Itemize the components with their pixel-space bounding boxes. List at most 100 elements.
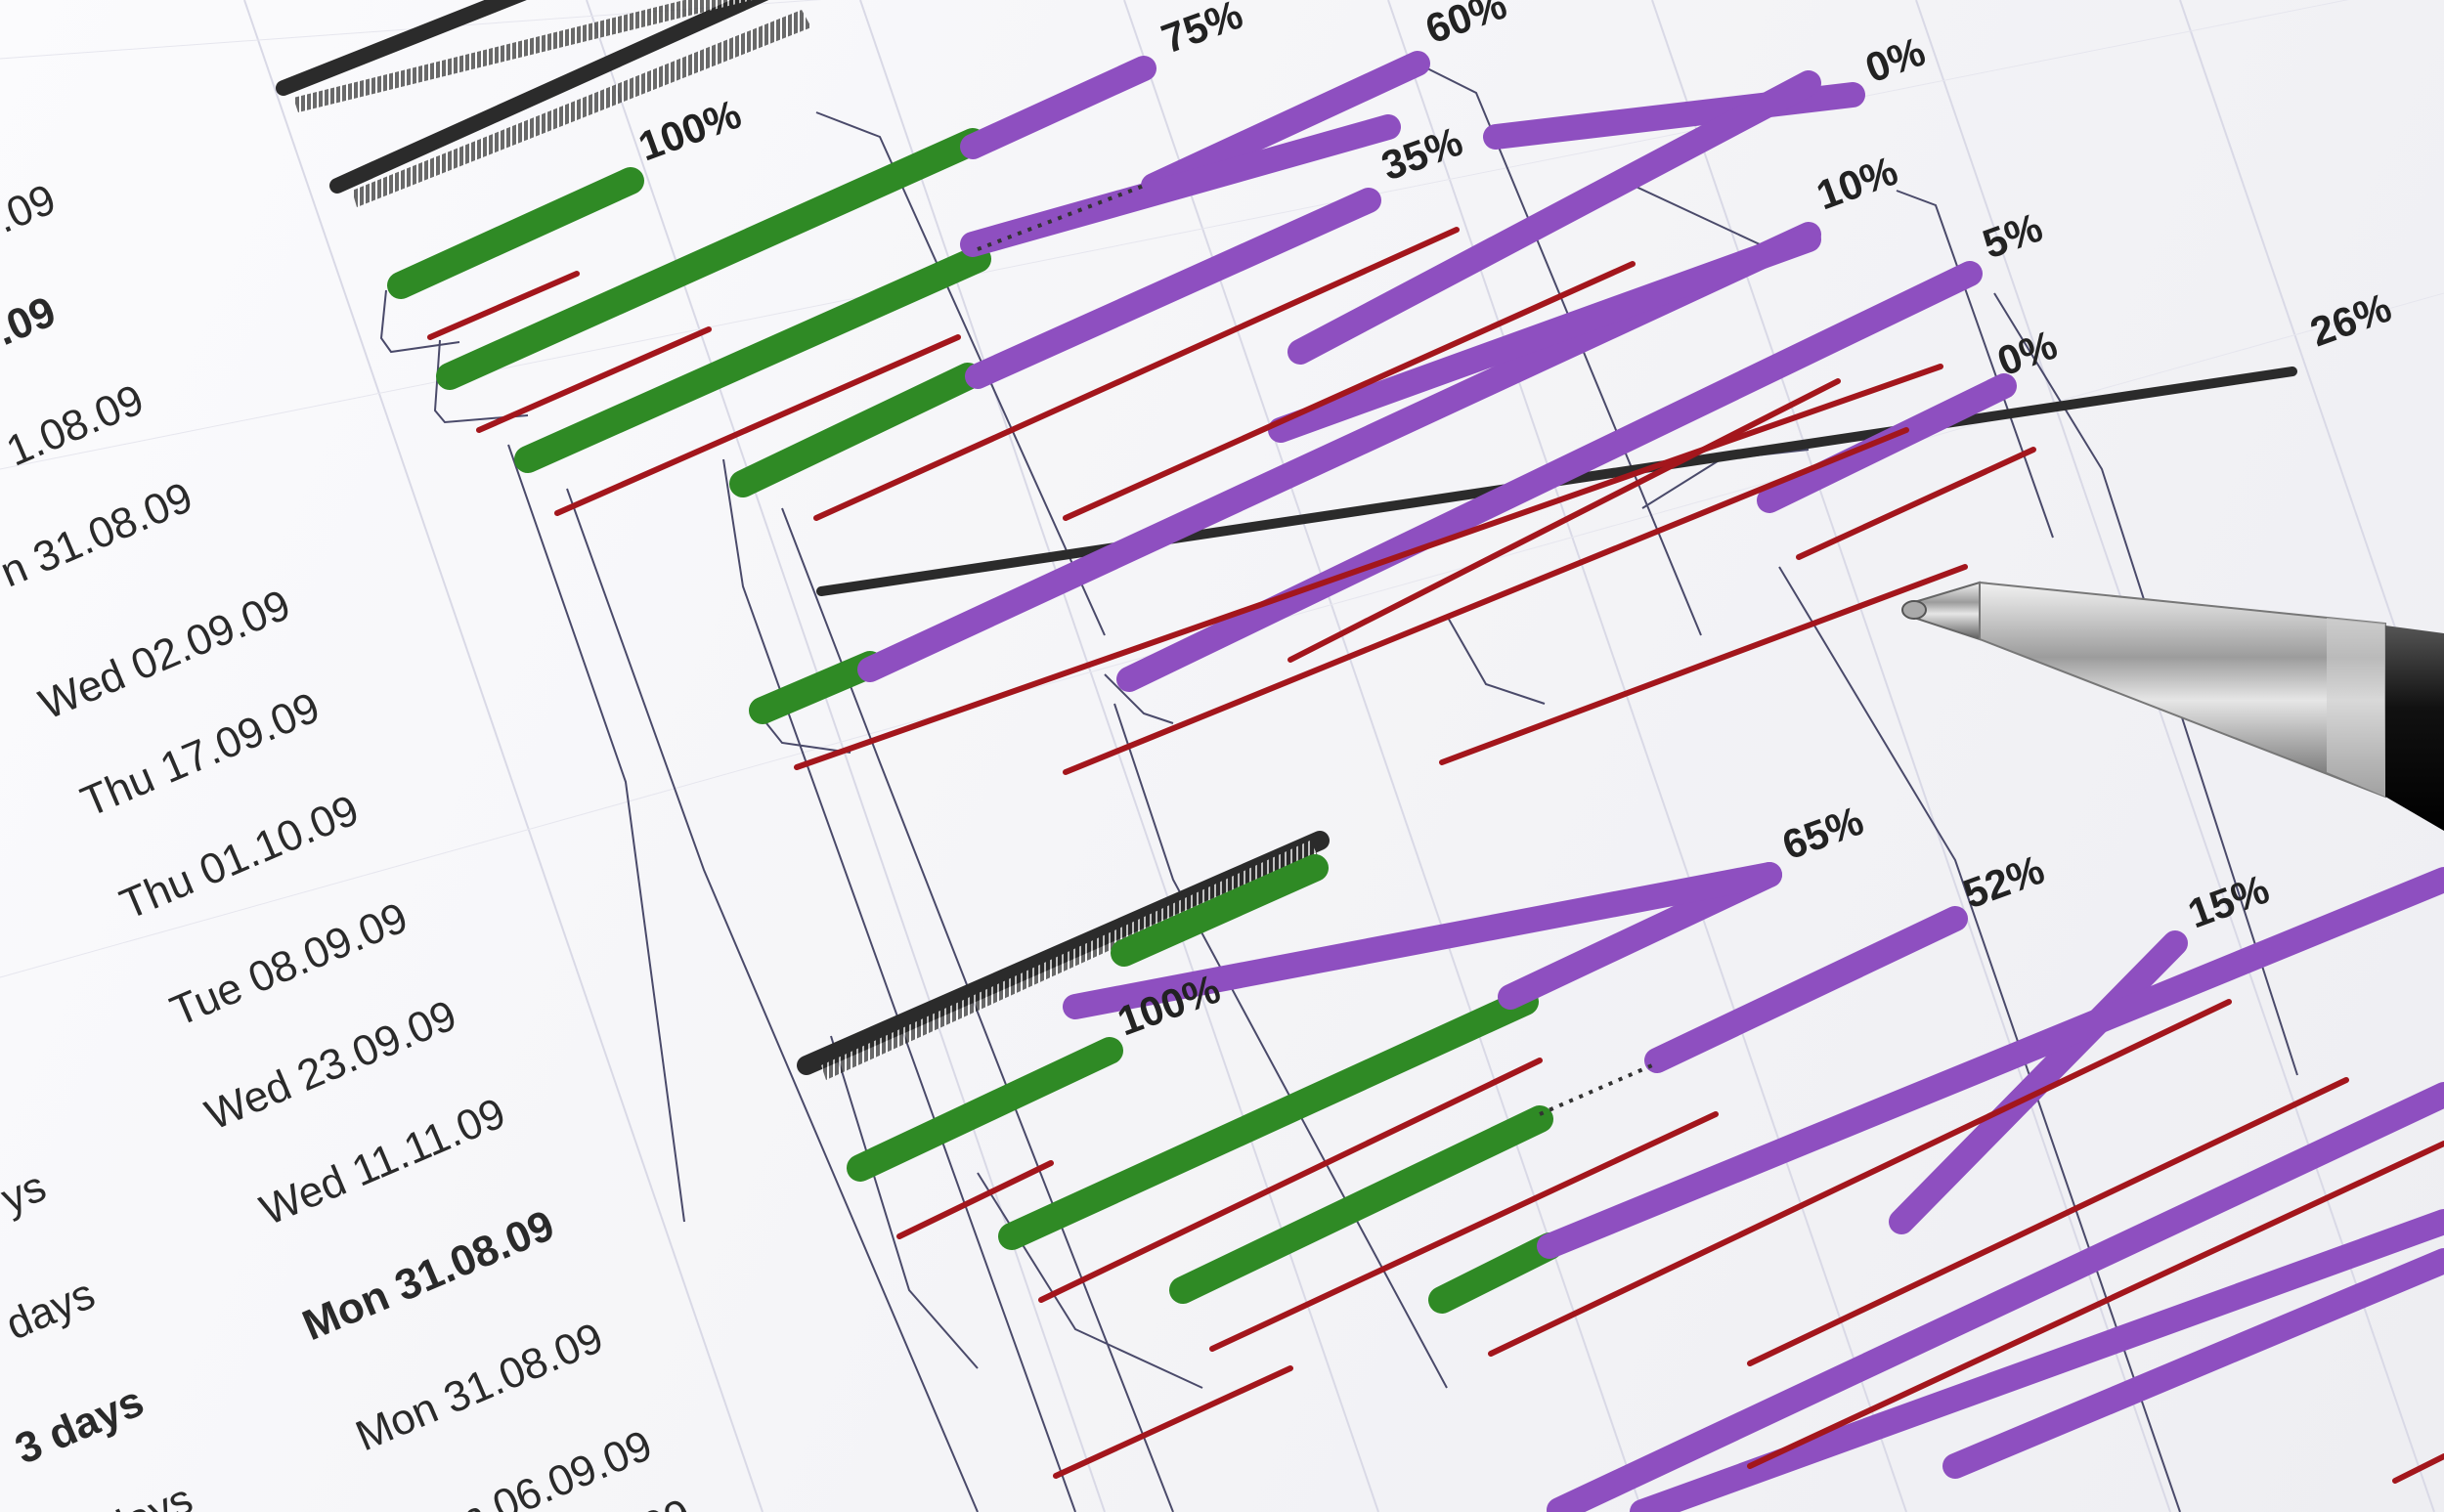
task-bar-remaining xyxy=(1942,1248,2444,1479)
task-bar-complete xyxy=(1169,1105,1553,1304)
dotted-link xyxy=(977,184,1145,251)
connector-line xyxy=(1896,190,2054,539)
summary-bar xyxy=(329,0,769,194)
task-bar-complete xyxy=(387,167,644,299)
baseline-line xyxy=(2392,1453,2444,1484)
summary-hatch xyxy=(352,10,811,207)
task-bar-complete xyxy=(1428,1232,1563,1314)
baseline-line xyxy=(554,334,961,516)
task-bar-remaining xyxy=(1757,373,2017,513)
baseline-line xyxy=(1488,999,2232,1357)
date-cell: Mon 31.08.09 xyxy=(349,1314,610,1460)
task-bar-complete xyxy=(514,245,991,473)
percent-label: 65% xyxy=(1776,798,1869,869)
grid-line xyxy=(586,0,1106,1512)
baseline-line xyxy=(1796,447,2036,560)
baseline-line xyxy=(1287,378,1841,663)
percent-label: 10% xyxy=(1811,148,1903,219)
percent-label: 15% xyxy=(2182,866,2275,937)
date-cell: 08.09 xyxy=(0,287,63,373)
task-bar-remaining xyxy=(1116,261,1983,692)
task-bar-remaining xyxy=(1547,1082,2444,1512)
grid-line xyxy=(1123,0,1643,1512)
connector-line xyxy=(566,488,979,1512)
connector-line xyxy=(815,111,1106,636)
task-bars xyxy=(276,0,2444,1512)
connector-line xyxy=(1104,673,1174,724)
date-cell: Thu 17.09.09 xyxy=(74,683,327,826)
baseline-line xyxy=(813,227,1460,521)
task-bar-remaining xyxy=(1268,227,1821,443)
percent-label: 100% xyxy=(633,91,747,170)
connector-line xyxy=(379,289,460,354)
summary-hatch xyxy=(821,841,1318,1080)
connector-line xyxy=(1778,566,2181,1512)
duration-cell: ys xyxy=(0,1162,53,1223)
baseline-line xyxy=(427,271,580,340)
connector-line xyxy=(507,444,685,1223)
baseline-line xyxy=(1053,1365,1293,1479)
percent-labels: 75% 60%0%100% 35% 10%5%0% 26%65%52%100%15% xyxy=(633,0,2397,1044)
task-bar-remaining xyxy=(1063,862,1782,1019)
baseline-line xyxy=(1063,261,1636,521)
baseline-line xyxy=(794,364,1943,770)
baseline-line xyxy=(896,1160,1054,1239)
baseline-line xyxy=(1747,1141,2444,1469)
grid-line xyxy=(0,0,822,60)
summary-bar xyxy=(276,0,527,96)
duration-cell: 3 days xyxy=(9,1377,151,1474)
grid-line xyxy=(859,0,1379,1512)
date-cell: Tue 08.09.09 xyxy=(164,893,415,1036)
percent-label: 52% xyxy=(1957,846,2050,918)
task-bar-complete xyxy=(436,128,986,390)
date-cell: Thu 01.10.09 xyxy=(113,786,366,929)
connector-line xyxy=(762,717,851,754)
grid-line xyxy=(0,0,2349,470)
task-bar-complete xyxy=(847,1037,1123,1182)
task-bar-remaining xyxy=(1644,906,1968,1073)
task-bar-remaining xyxy=(1630,1209,2444,1512)
percent-label: 26% xyxy=(2304,284,2397,356)
task-bar-remaining xyxy=(960,114,1401,257)
task-bar-complete xyxy=(1111,854,1329,967)
duration-cell: days xyxy=(0,1270,102,1349)
percent-label: 60% xyxy=(1419,0,1512,52)
date-cell: Sun 06.09.09 xyxy=(405,1421,659,1512)
task-bar-remaining xyxy=(1287,70,1821,365)
task-bar-complete xyxy=(998,988,1539,1250)
ballpoint-pen xyxy=(1901,581,2444,831)
date-cell: .09 xyxy=(624,1490,697,1512)
task-bar-remaining xyxy=(965,188,1381,389)
baseline-line xyxy=(1439,564,1968,765)
task-bar-remaining xyxy=(1141,51,1430,198)
connector-line xyxy=(1446,615,1546,705)
percent-label: 75% xyxy=(1156,0,1248,62)
task-bar-remaining xyxy=(1889,930,2188,1234)
grid-line xyxy=(243,0,764,1512)
baseline-line xyxy=(1038,1058,1543,1303)
percent-label: 0% xyxy=(1859,28,1931,92)
date-cell: Mon 31.08.09 xyxy=(296,1201,561,1350)
percent-label: 5% xyxy=(1977,204,2048,268)
baseline-line xyxy=(1063,427,1909,775)
baseline-line xyxy=(1747,1077,2349,1366)
task-bar-remaining xyxy=(960,56,1157,159)
date-cell: n 31.08.09 xyxy=(0,473,199,596)
date-cell: .09 xyxy=(0,175,63,242)
connector-line xyxy=(781,507,1174,1512)
task-bar-remaining xyxy=(1537,867,2444,1259)
date-cell: Wed 23.09.09 xyxy=(198,991,463,1140)
connector-line xyxy=(830,1035,979,1369)
connector-line xyxy=(1993,292,2298,1076)
task-bar-complete xyxy=(729,363,982,497)
date-cell: 1.08.09 xyxy=(0,375,151,475)
summary-hatch xyxy=(293,0,753,112)
duration-cell: days xyxy=(97,1475,199,1512)
connector-line xyxy=(1417,63,1702,636)
date-cell: Wed 11.11.09 xyxy=(253,1089,512,1234)
task-bar-complete xyxy=(749,651,884,724)
